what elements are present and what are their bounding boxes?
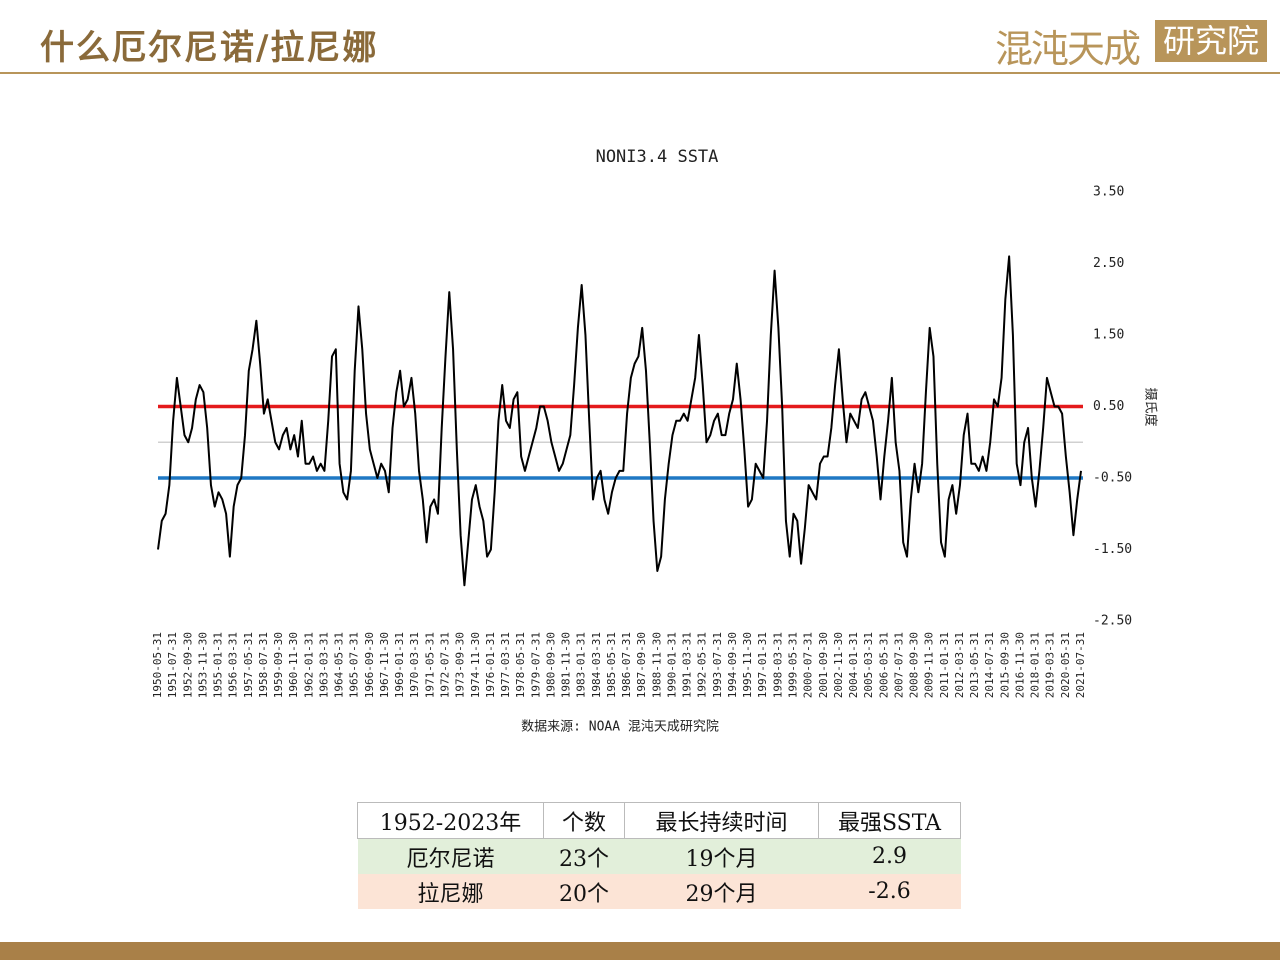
x-tick-label: 2019-03-31 (1044, 632, 1057, 698)
x-tick-label: 1970-03-31 (408, 632, 421, 698)
x-tick-label: 1981-11-30 (560, 632, 573, 698)
x-tick-label: 1986-07-31 (620, 632, 633, 698)
x-tick-label: 1997-01-31 (756, 632, 769, 698)
x-tick-label: 2005-03-31 (862, 632, 875, 698)
x-tick-label: 2013-05-31 (968, 632, 981, 698)
x-tick-label: 1950-05-31 (151, 632, 164, 698)
x-tick-label: 1951-07-31 (166, 632, 179, 698)
x-tick-label: 2012-03-31 (953, 632, 966, 698)
table-cell: 20个 (559, 881, 609, 907)
x-tick-label: 1964-05-31 (333, 632, 346, 698)
table-cell: 厄尔尼诺 (406, 846, 495, 872)
table-cell: 29个月 (685, 881, 758, 907)
table-cell: 拉尼娜 (417, 881, 484, 907)
table-header: 1952-2023年 个数 最长持续时间 最强SSTA (357, 802, 961, 839)
table-row: 厄尔尼诺 23个 19个月 2.9 (357, 838, 961, 874)
x-tick-label: 2020-05-31 (1059, 632, 1072, 698)
data-line (157, 255, 1082, 587)
header-rule (0, 72, 1280, 74)
x-tick-label: 1960-11-30 (287, 632, 300, 698)
x-tick-label: 1965-07-31 (348, 632, 361, 698)
header-cell: 最强SSTA (818, 802, 961, 839)
x-tick-label: 1990-01-31 (665, 632, 678, 698)
x-tick-label: 1958-07-31 (257, 632, 270, 698)
x-tick-label: 1980-09-30 (544, 632, 557, 698)
x-tick-label: 1952-09-30 (181, 632, 194, 698)
x-tick-label: 1979-07-31 (529, 632, 542, 698)
x-tick-label: 1991-03-31 (681, 632, 694, 698)
x-tick-label: 1962-01-31 (302, 632, 315, 698)
x-tick-label: 1959-09-30 (272, 632, 285, 698)
x-tick-label: 1957-05-31 (242, 632, 255, 698)
footer-bar (0, 942, 1280, 960)
y-tick-label: 0.50 (1093, 399, 1124, 414)
x-tick-label: 1998-03-31 (771, 632, 784, 698)
x-tick-label: 1988-11-30 (650, 632, 663, 698)
x-tick-label: 1956-03-31 (227, 632, 240, 698)
x-tick-label: 2007-07-31 (892, 632, 905, 698)
x-tick-label: 1971-05-31 (423, 632, 436, 698)
x-tick-label: 2008-09-30 (908, 632, 921, 698)
x-tick-label: 1973-09-30 (454, 632, 467, 698)
x-tick-label: 1974-11-30 (469, 632, 482, 698)
x-tick-label: 1987-09-30 (635, 632, 648, 698)
x-tick-label: 2009-11-30 (923, 632, 936, 698)
x-tick-label: 1978-05-31 (514, 632, 527, 698)
logo-box: 研究院 (1155, 20, 1267, 62)
y-tick-label: 3.50 (1093, 185, 1124, 200)
x-tick-label: 1994-09-30 (726, 632, 739, 698)
x-tick-label: 1984-03-31 (590, 632, 603, 698)
source-note: 数据来源: NOAA 混沌天成研究院 (521, 720, 719, 735)
x-tick-label: 1955-01-31 (212, 632, 225, 698)
y-tick-label: -0.50 (1093, 471, 1132, 486)
x-tick-label: 2014-07-31 (983, 632, 996, 698)
table-cell: 23个 (559, 846, 609, 872)
x-tick-label: 2006-05-31 (877, 632, 890, 698)
header-cell: 最长持续时间 (624, 802, 819, 839)
header-cell: 1952-2023年 (357, 802, 544, 839)
header-cell: 个数 (543, 802, 625, 839)
x-tick-label: 2011-01-31 (938, 632, 951, 698)
x-tick-label: 2004-01-31 (847, 632, 860, 698)
x-tick-label: 1985-05-31 (605, 632, 618, 698)
x-tick-label: 1963-03-31 (317, 632, 330, 698)
x-tick-label: 1983-01-31 (575, 632, 588, 698)
table-cell: -2.6 (868, 879, 911, 904)
summary-table: 1952-2023年 个数 最长持续时间 最强SSTA 厄尔尼诺 23个 19个月 2.9 拉… (357, 802, 961, 909)
x-tick-label: 2015-09-30 (998, 632, 1011, 698)
x-tick-label: 1995-11-30 (741, 632, 754, 698)
logo: 混沌天成 (995, 27, 1141, 71)
table-cell: 2.9 (872, 844, 907, 869)
table-row: 拉尼娜 20个 29个月 -2.6 (357, 874, 961, 909)
y-tick-label: -1.50 (1093, 542, 1132, 557)
x-tick-label: 1993-07-31 (711, 632, 724, 698)
x-tick-label: 1953-11-30 (196, 632, 209, 698)
slide-title: 什么厄尔尼诺/拉尼娜 (40, 28, 379, 68)
x-tick-label: 2018-01-31 (1029, 632, 1042, 698)
x-tick-label: 1999-05-31 (787, 632, 800, 698)
x-tick-label: 1972-07-31 (438, 632, 451, 698)
x-tick-label: 1992-05-31 (696, 632, 709, 698)
x-tick-label: 2021-07-31 (1074, 632, 1087, 698)
y-axis-label: 摄氏度 (1143, 387, 1159, 426)
x-tick-label: 2000-07-31 (802, 632, 815, 698)
x-tick-label: 2002-11-30 (832, 632, 845, 698)
x-tick-label: 1967-11-30 (378, 632, 391, 698)
x-tick-label: 1969-01-31 (393, 632, 406, 698)
x-tick-label: 1977-03-31 (499, 632, 512, 698)
x-tick-label: 1976-01-31 (484, 632, 497, 698)
y-tick-label: 2.50 (1093, 256, 1124, 271)
x-tick-label: 1966-09-30 (363, 632, 376, 698)
y-tick-label: -2.50 (1093, 614, 1132, 629)
chart-title: NONI3.4 SSTA (596, 147, 719, 167)
y-tick-label: 1.50 (1093, 328, 1124, 343)
table-cell: 19个月 (685, 846, 758, 872)
x-tick-label: 2001-09-30 (817, 632, 830, 698)
table-body: 厄尔尼诺 23个 19个月 2.9 拉尼娜 20个 29个月 -2.6 (357, 838, 961, 909)
x-tick-label: 2016-11-30 (1013, 632, 1026, 698)
